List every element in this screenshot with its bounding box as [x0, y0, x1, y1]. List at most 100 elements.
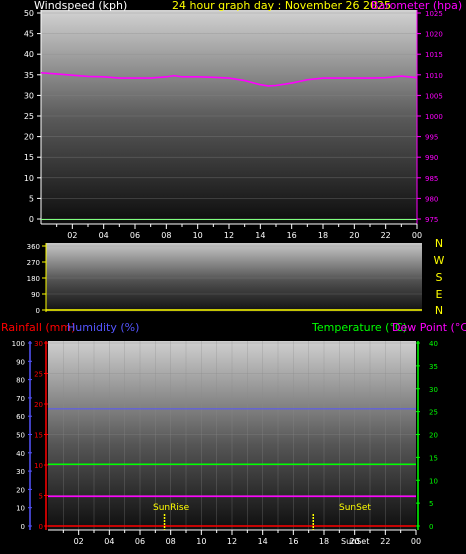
direction-plot-area — [46, 243, 422, 312]
rainfall-axis-label: Rainfall (mm) — [1, 321, 75, 334]
rainfall-tick-label: 25 — [34, 371, 43, 379]
temperature-tick-label: 10 — [429, 477, 438, 485]
barometer-tick-label: 995 — [425, 134, 438, 142]
windspeed-tick-label: 20 — [24, 133, 34, 142]
humidity-tick-label: 60 — [16, 413, 25, 421]
top-plot-area — [41, 10, 417, 224]
bottom-x-tick-label: 00 — [411, 537, 421, 546]
rainfall-tick-label: 30 — [34, 340, 43, 348]
barometer-line — [40, 71, 418, 87]
bottom-x-tick-label: 18 — [319, 537, 329, 546]
humidity-tick-label: 0 — [21, 523, 25, 531]
windspeed-tick-label: 30 — [24, 91, 34, 100]
barometer-tick-label: 1020 — [425, 31, 443, 39]
windspeed-tick-label: 15 — [24, 153, 34, 162]
barometer-tick-label: 985 — [425, 175, 438, 183]
top-x-tick-label: 22 — [381, 231, 391, 240]
top-series — [40, 71, 418, 220]
humidity-tick-label: 20 — [16, 486, 25, 494]
direction-letter: N — [435, 304, 443, 317]
bottom-series — [48, 408, 416, 530]
rainfall-tick-label: 15 — [34, 432, 43, 440]
top-x-tick-label: 10 — [193, 231, 203, 240]
barometer-tick-label: 1025 — [425, 10, 443, 18]
windspeed-tick-label: 5 — [29, 194, 34, 203]
windspeed-tick-label: 35 — [24, 71, 34, 80]
sunset-time-label: SunSet — [341, 537, 369, 546]
direction-tick-label: 360 — [27, 243, 40, 251]
bottom-x-tick-label: 16 — [288, 537, 298, 546]
top-axes: 0510152025303540455097598098599099510001… — [24, 9, 443, 240]
humidity-tick-label: 90 — [16, 358, 25, 366]
temperature-tick-label: 5 — [429, 500, 433, 508]
bottom-x-tick-label: 04 — [104, 537, 114, 546]
sunset-label: SunSet — [339, 503, 371, 513]
top-gridlines — [41, 12, 417, 220]
top-x-tick-label: 02 — [67, 231, 77, 240]
barometer-tick-label: 1010 — [425, 72, 443, 80]
barometer-tick-label: 1000 — [425, 113, 443, 121]
top-x-tick-label: 04 — [99, 231, 109, 240]
top-x-tick-label: 18 — [318, 231, 328, 240]
graph-title: 24 hour graph day : November 26 2025 — [172, 0, 391, 12]
sunrise-label: SunRise — [153, 503, 190, 513]
top-x-tick-label: 06 — [130, 231, 140, 240]
rainfall-tick-label: 0 — [39, 523, 43, 531]
bottom-x-tick-label: 02 — [74, 537, 84, 546]
barometer-tick-label: 975 — [425, 216, 438, 224]
bottom-x-tick-label: 22 — [380, 537, 390, 546]
bottom-x-tick-label: 10 — [196, 537, 206, 546]
windspeed-tick-label: 25 — [24, 112, 34, 121]
bottom-x-tick-label: 20 — [350, 537, 360, 546]
direction-tick-label: 0 — [36, 307, 40, 315]
humidity-tick-label: 40 — [16, 450, 25, 458]
direction-letter: S — [436, 271, 443, 284]
barometer-axis-label: Barometer (hpa) — [371, 0, 462, 12]
top-x-tick-label: 14 — [255, 231, 265, 240]
top-x-tick-label: 12 — [224, 231, 234, 240]
bottom-x-tick-label: 06 — [135, 537, 145, 546]
temperature-tick-label: 25 — [429, 409, 438, 417]
temperature-tick-label: 0 — [429, 523, 433, 531]
bottom-axes: 0102030405060708090100051015202530051015… — [12, 340, 438, 546]
humidity-axis-label: Humidity (%) — [67, 321, 139, 334]
barometer-tick-label: 1005 — [425, 92, 443, 100]
temperature-tick-label: 40 — [429, 340, 438, 348]
direction-tick-label: 90 — [31, 291, 40, 299]
humidity-tick-label: 30 — [16, 468, 25, 476]
humidity-tick-label: 100 — [12, 340, 25, 348]
windspeed-tick-label: 10 — [24, 174, 34, 183]
direction-tick-label: 180 — [27, 275, 40, 283]
dewpoint-axis-label: Dew Point (°C) — [392, 321, 466, 334]
rainfall-tick-label: 20 — [34, 401, 43, 409]
humidity-tick-label: 80 — [16, 377, 25, 385]
humidity-tick-label: 50 — [16, 432, 25, 440]
top-x-tick-label: 20 — [349, 231, 359, 240]
top-x-tick-label: 00 — [412, 231, 422, 240]
direction-axes: 0 90 180 270 360 — [27, 243, 47, 315]
temperature-tick-label: 15 — [429, 454, 438, 462]
temperature-axis-label: Temperature (°C) — [311, 321, 407, 334]
humidity-tick-label: 10 — [16, 505, 25, 513]
barometer-tick-label: 980 — [425, 195, 438, 203]
barometer-tick-label: 990 — [425, 154, 438, 162]
bottom-x-tick-label: 14 — [258, 537, 268, 546]
direction-letter: N — [435, 237, 443, 250]
bottom-x-tick-label: 12 — [227, 537, 237, 546]
temperature-tick-label: 30 — [429, 386, 438, 394]
bottom-x-tick-label: 08 — [166, 537, 176, 546]
top-x-tick-label: 16 — [287, 231, 297, 240]
windspeed-axis-label: Windspeed (kph) — [34, 0, 127, 12]
windspeed-tick-label: 45 — [24, 30, 34, 39]
direction-tick-label: 270 — [27, 259, 40, 267]
humidity-tick-label: 70 — [16, 395, 25, 403]
temperature-tick-label: 20 — [429, 432, 438, 440]
rainfall-tick-label: 5 — [39, 493, 43, 501]
direction-letter: E — [436, 288, 443, 301]
temperature-tick-label: 35 — [429, 363, 438, 371]
windspeed-tick-label: 50 — [24, 9, 34, 18]
windspeed-tick-label: 0 — [29, 215, 34, 224]
rainfall-tick-label: 10 — [34, 462, 43, 470]
